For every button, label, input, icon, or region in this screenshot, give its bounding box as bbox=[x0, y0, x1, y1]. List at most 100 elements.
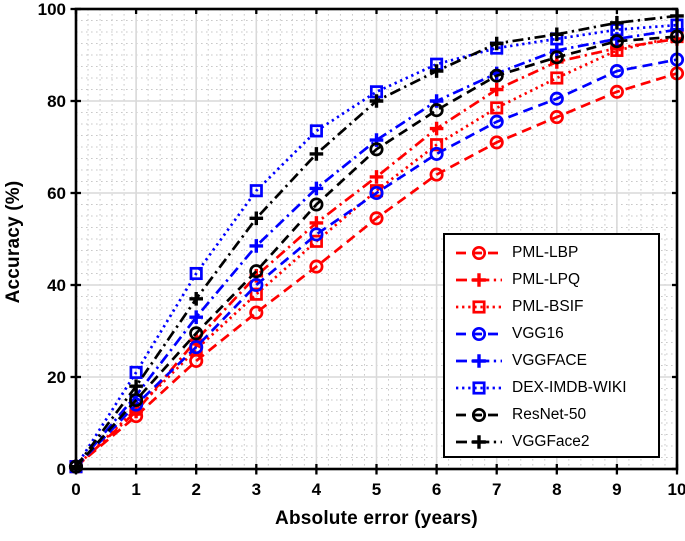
x-tick-label: 2 bbox=[191, 480, 200, 499]
legend-item-VGG16: VGG16 bbox=[455, 320, 658, 347]
series-line-VGG16 bbox=[75, 58, 678, 468]
data-point-PML-BSIF bbox=[550, 71, 564, 85]
x-tick-label: 8 bbox=[552, 480, 561, 499]
x-tick-label: 6 bbox=[432, 480, 441, 499]
legend-line-sample bbox=[456, 354, 502, 368]
circle-marker-icon bbox=[471, 408, 487, 423]
data-point-VGGFACE bbox=[249, 239, 264, 253]
data-point-VGG16 bbox=[189, 340, 204, 355]
data-point-VGGFace2 bbox=[369, 94, 384, 108]
legend-line-sample bbox=[456, 245, 502, 260]
y-tick-label: 0 bbox=[57, 460, 66, 479]
data-point-PML-BSIF bbox=[249, 287, 263, 301]
x-axis-label: Absolute error (years) bbox=[275, 508, 478, 529]
data-point-VGGFace2 bbox=[309, 147, 324, 161]
data-point-PML-LBP bbox=[609, 84, 624, 99]
legend-label: PML-LPQ bbox=[512, 270, 581, 288]
data-point-PML-LPQ bbox=[489, 82, 504, 97]
data-point-VGGFace2 bbox=[129, 379, 143, 393]
data-point-PML-BSIF bbox=[430, 138, 444, 152]
data-point-VGG16 bbox=[549, 91, 564, 106]
legend-label: PML-LBP bbox=[512, 243, 579, 261]
data-point-VGGFACE bbox=[309, 181, 324, 196]
plus-marker-icon bbox=[472, 435, 486, 450]
data-point-VGG16 bbox=[609, 64, 624, 79]
data-point-PML-LPQ bbox=[429, 121, 444, 136]
data-point-DEX-IMDB-WIKI bbox=[129, 365, 143, 379]
data-point-PML-LBP bbox=[369, 211, 384, 226]
legend-item-PML-BSIF: PML-BSIF bbox=[455, 293, 658, 320]
data-point-PML-LBP bbox=[249, 305, 264, 320]
data-point-PML-LPQ bbox=[369, 170, 384, 184]
legend-line-sample bbox=[456, 300, 502, 314]
legend-label: VGGFace2 bbox=[512, 433, 590, 451]
data-point-ResNet-50 bbox=[429, 103, 444, 118]
y-tick-label: 20 bbox=[47, 368, 66, 387]
data-point-ResNet-50 bbox=[249, 264, 264, 279]
data-point-DEX-IMDB-WIKI bbox=[249, 184, 263, 198]
data-point-ResNet-50 bbox=[129, 392, 144, 408]
data-point-ResNet-50 bbox=[189, 326, 204, 341]
data-point-ResNet-50 bbox=[549, 50, 564, 65]
legend-label: VGG16 bbox=[512, 324, 564, 342]
y-tick-label: 60 bbox=[47, 184, 66, 203]
x-tick-label: 1 bbox=[131, 480, 140, 499]
square-marker-icon bbox=[472, 381, 486, 395]
data-point-DEX-IMDB-WIKI bbox=[189, 266, 203, 281]
data-point-ResNet-50 bbox=[609, 34, 624, 49]
data-point-VGG16 bbox=[429, 146, 444, 161]
legend-line-sample bbox=[456, 381, 502, 395]
x-tick-label: 4 bbox=[312, 480, 322, 499]
circle-marker-icon bbox=[471, 326, 487, 341]
y-tick-label: 40 bbox=[47, 276, 66, 295]
legend-line-sample bbox=[456, 408, 502, 423]
square-marker-icon bbox=[472, 300, 486, 314]
data-point-VGGFACE bbox=[189, 310, 203, 324]
legend-item-PML-LPQ: PML-LPQ bbox=[455, 266, 658, 293]
data-point-PML-BSIF bbox=[490, 101, 504, 115]
y-tick-label: 80 bbox=[47, 92, 66, 111]
data-point-PML-LBP bbox=[549, 110, 564, 125]
data-point-PML-LBP bbox=[309, 259, 324, 274]
data-point-VGG16 bbox=[249, 277, 264, 293]
x-tick-label: 7 bbox=[492, 480, 501, 499]
legend-item-PML-LBP: PML-LBP bbox=[455, 239, 658, 266]
data-point-ResNet-50 bbox=[489, 68, 504, 83]
legend-label: VGGFACE bbox=[512, 351, 587, 369]
data-point-PML-BSIF bbox=[309, 234, 323, 248]
data-point-VGG16 bbox=[309, 227, 324, 242]
legend-label: ResNet-50 bbox=[512, 406, 587, 424]
data-point-VGGFace2 bbox=[249, 211, 264, 226]
series-line-VGGFACE bbox=[74, 28, 678, 468]
plus-marker-icon bbox=[472, 354, 486, 368]
legend-line-sample bbox=[456, 272, 502, 287]
plus-marker-icon bbox=[472, 272, 486, 287]
legend-line-sample bbox=[456, 326, 502, 341]
legend-item-VGGFace2: VGGFace2 bbox=[455, 429, 658, 456]
data-point-VGGFace2 bbox=[189, 292, 203, 306]
series-line-ResNet-50 bbox=[74, 35, 678, 468]
legend-line-sample bbox=[456, 435, 502, 450]
series-line-PML-LBP bbox=[75, 72, 678, 468]
x-tick-label: 10 bbox=[668, 480, 685, 499]
data-point-VGG16 bbox=[369, 185, 384, 201]
legend-label: PML-BSIF bbox=[512, 297, 584, 315]
y-tick-label: 100 bbox=[38, 0, 66, 19]
legend-label: DEX-IMDB-WIKI bbox=[512, 379, 627, 397]
data-point-PML-LBP bbox=[429, 167, 444, 182]
series-line-DEX-IMDB-WIKI bbox=[74, 23, 678, 468]
legend-item-ResNet-50: ResNet-50 bbox=[455, 402, 658, 429]
legend: PML-LBP PML-LPQ PML-BSIF VGG16 VGGFACE DEX-IM… bbox=[443, 233, 660, 458]
legend-item-VGGFACE: VGGFACE bbox=[455, 347, 658, 374]
data-point-VGGFace2 bbox=[550, 27, 564, 42]
circle-marker-icon bbox=[471, 245, 487, 260]
data-point-ResNet-50 bbox=[369, 142, 384, 157]
legend-item-DEX-IMDB-WIKI: DEX-IMDB-WIKI bbox=[455, 374, 658, 401]
data-point-ResNet-50 bbox=[309, 197, 324, 212]
x-tick-label: 5 bbox=[372, 480, 381, 499]
x-tick-label: 0 bbox=[71, 480, 80, 499]
data-point-VGGFace2 bbox=[429, 64, 444, 78]
y-axis-label: Accuracy (%) bbox=[3, 180, 24, 304]
data-point-VGGFace2 bbox=[489, 36, 504, 51]
